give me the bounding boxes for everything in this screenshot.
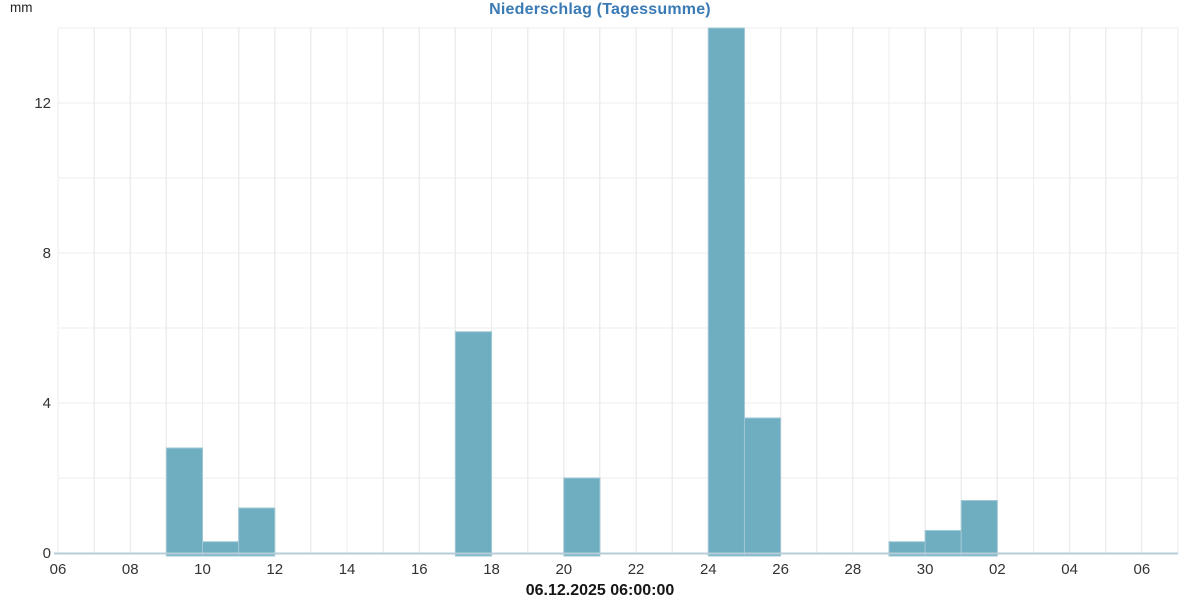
- y-tick-label: 0: [43, 545, 51, 562]
- precipitation-bar-17: [454, 331, 493, 557]
- precipitation-bar-01: [960, 500, 998, 557]
- x-tick-label: 26: [772, 561, 789, 578]
- precipitation-bar-25: [743, 417, 782, 557]
- precipitation-bar-20: [563, 477, 601, 557]
- x-tick-label: 06: [1134, 561, 1151, 578]
- x-tick-label: 30: [917, 561, 934, 578]
- x-tick-label: 18: [483, 561, 500, 578]
- precipitation-bar-09: [165, 447, 204, 557]
- x-tick-label: 02: [989, 561, 1006, 578]
- x-tick-label: 10: [194, 561, 211, 578]
- x-tick-label: 28: [844, 561, 861, 578]
- x-tick-label: 24: [700, 561, 717, 578]
- x-tick-label: 12: [266, 561, 283, 578]
- precipitation-bar-24: [707, 27, 745, 557]
- x-tick-label: 20: [555, 561, 572, 578]
- precipitation-bar-11: [238, 507, 276, 557]
- precipitation-bar-30: [924, 530, 962, 557]
- y-tick-label: 12: [34, 95, 51, 112]
- chart-title: Niederschlag (Tagessumme): [489, 1, 711, 18]
- x-tick-label: 14: [339, 561, 356, 578]
- y-tick-label: 8: [43, 245, 51, 262]
- x-axis-end-timestamp: 06.12.2025 06:00:00: [525, 582, 675, 599]
- y-tick-label: 4: [43, 395, 51, 412]
- x-tick-label: 22: [628, 561, 645, 578]
- x-tick-label: 06: [50, 561, 67, 578]
- x-tick-label: 04: [1061, 561, 1078, 578]
- x-tick-label: 16: [411, 561, 428, 578]
- x-tick-label: 08: [122, 561, 139, 578]
- y-axis-unit-label: mm: [10, 0, 33, 15]
